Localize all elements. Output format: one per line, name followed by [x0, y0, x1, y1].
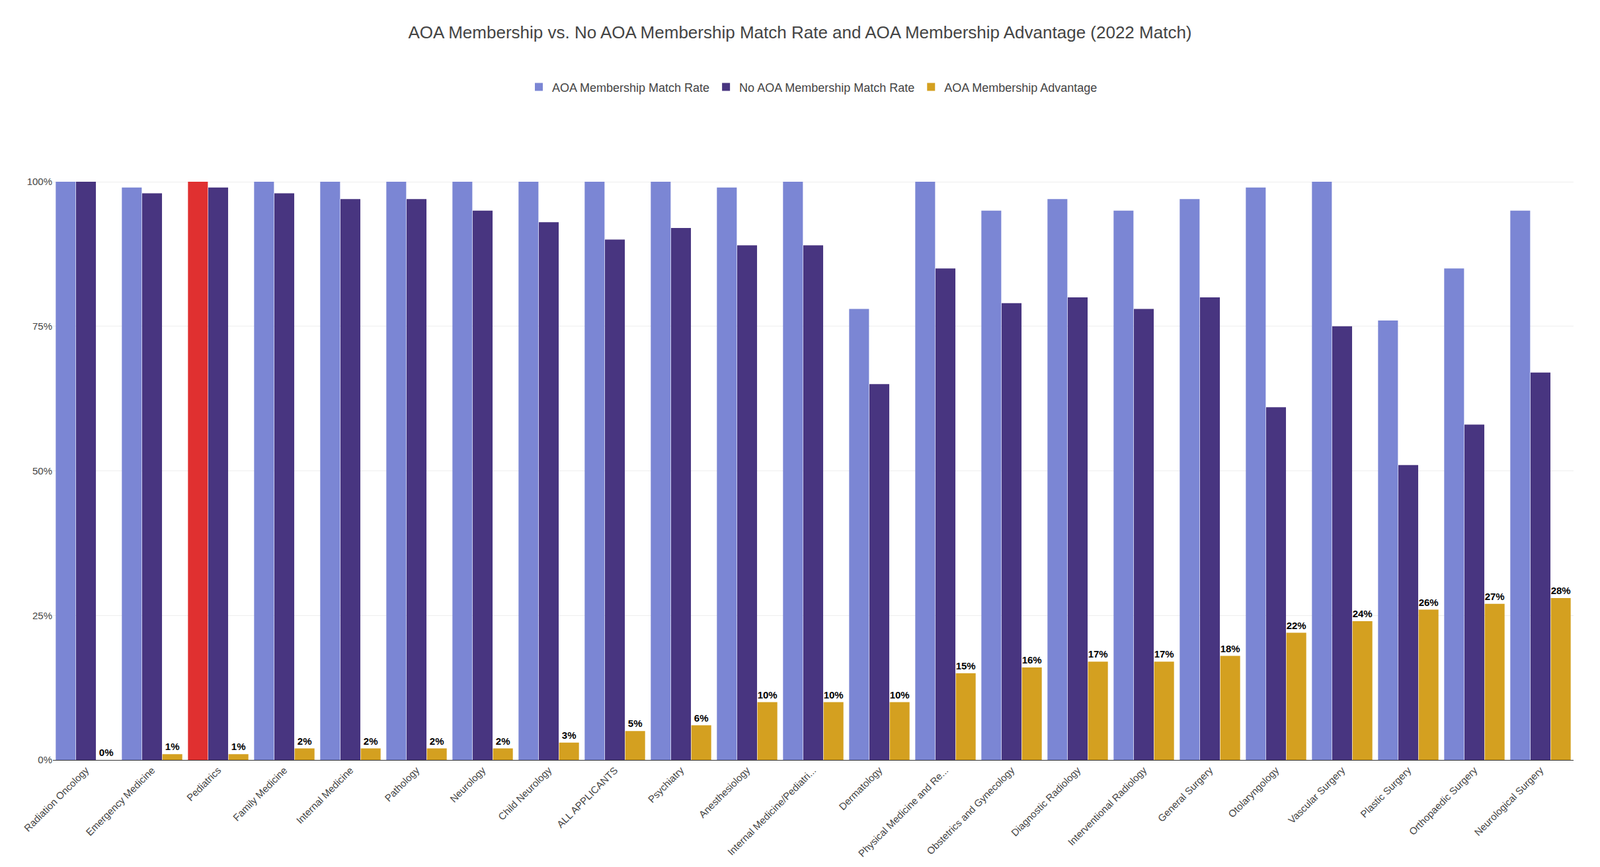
svg-text:25%: 25% [32, 610, 53, 622]
svg-text:10%: 10% [889, 689, 910, 701]
svg-text:17%: 17% [1154, 648, 1175, 660]
svg-text:26%: 26% [1418, 597, 1439, 609]
svg-text:0%: 0% [99, 747, 114, 759]
svg-text:General Surgery: General Surgery [1155, 764, 1216, 825]
svg-text:17%: 17% [1088, 648, 1109, 660]
svg-text:28%: 28% [1551, 585, 1571, 597]
svg-text:ALL APPLICANTS: ALL APPLICANTS [554, 764, 621, 831]
svg-text:Pathology: Pathology [382, 764, 422, 805]
svg-text:2%: 2% [363, 735, 379, 748]
svg-text:Obstetrics and Gynecology: Obstetrics and Gynecology [924, 764, 1017, 858]
svg-text:0%: 0% [37, 754, 53, 766]
svg-text:Psychiatry: Psychiatry [645, 764, 686, 806]
svg-text:50%: 50% [32, 465, 53, 477]
svg-text:2%: 2% [495, 735, 511, 748]
svg-text:18%: 18% [1220, 643, 1241, 655]
svg-text:Internal Medicine: Internal Medicine [294, 764, 356, 827]
svg-text:1%: 1% [165, 741, 180, 753]
svg-text:Anesthesiology: Anesthesiology [696, 764, 752, 821]
svg-text:3%: 3% [561, 729, 577, 742]
svg-text:Pediatrics: Pediatrics [184, 764, 224, 804]
svg-text:Neurological Surgery: Neurological Surgery [1471, 764, 1546, 839]
svg-text:Vascular Surgery: Vascular Surgery [1285, 764, 1348, 827]
svg-text:Internal Medicine/Pediatri...: Internal Medicine/Pediatri... [725, 764, 819, 859]
svg-text:Plastic Surgery: Plastic Surgery [1358, 764, 1414, 821]
svg-text:Interventional Radiology: Interventional Radiology [1065, 764, 1150, 849]
svg-text:Orthopaedic Surgery: Orthopaedic Surgery [1406, 764, 1480, 838]
svg-text:Family Medicine: Family Medicine [230, 764, 290, 824]
svg-text:2%: 2% [297, 735, 313, 748]
svg-text:2%: 2% [429, 735, 445, 748]
svg-text:AOA Membership Advantage: AOA Membership Advantage [944, 81, 1097, 95]
svg-text:Physical Medicine and Re...: Physical Medicine and Re... [856, 764, 951, 860]
svg-text:27%: 27% [1484, 591, 1505, 603]
svg-text:10%: 10% [757, 689, 778, 701]
svg-text:Radiation Oncology: Radiation Oncology [21, 764, 92, 835]
svg-text:Emergency Medicine: Emergency Medicine [83, 764, 157, 839]
svg-text:Otolaryngology: Otolaryngology [1225, 764, 1282, 821]
svg-text:Neurology: Neurology [447, 764, 488, 806]
svg-text:22%: 22% [1286, 620, 1307, 632]
svg-text:24%: 24% [1352, 608, 1373, 620]
svg-text:Child Neurology: Child Neurology [495, 764, 555, 824]
svg-text:5%: 5% [628, 718, 643, 730]
svg-text:AOA Membership vs. No AOA Memb: AOA Membership vs. No AOA Membership Mat… [407, 22, 1192, 43]
svg-text:16%: 16% [1022, 654, 1042, 666]
svg-text:Diagnostic Radiology: Diagnostic Radiology [1008, 764, 1083, 840]
svg-text:AOA Membership Match Rate: AOA Membership Match Rate [552, 81, 710, 95]
svg-text:Dermatology: Dermatology [836, 764, 885, 814]
svg-text:No AOA Membership Match Rate: No AOA Membership Match Rate [739, 81, 915, 95]
svg-text:6%: 6% [694, 712, 709, 724]
svg-text:75%: 75% [32, 320, 53, 332]
svg-text:1%: 1% [231, 741, 246, 753]
svg-text:10%: 10% [823, 689, 844, 701]
svg-text:15%: 15% [956, 660, 976, 672]
svg-text:100%: 100% [27, 175, 53, 188]
